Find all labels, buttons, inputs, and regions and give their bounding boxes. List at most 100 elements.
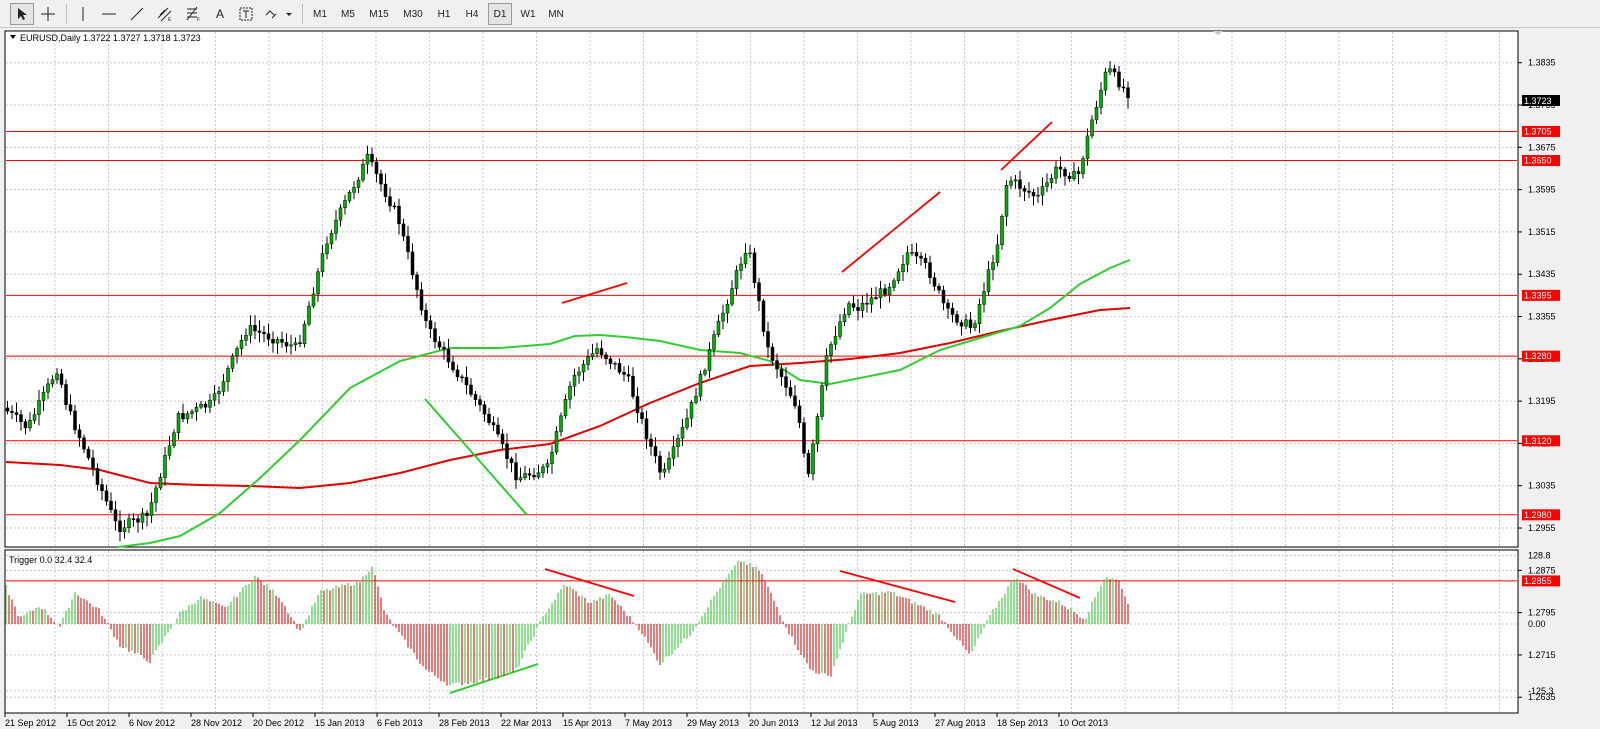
- trendline-annotation[interactable]: [424, 398, 528, 516]
- candle-bearish: [109, 500, 113, 511]
- candle-bearish: [874, 297, 878, 299]
- text-button[interactable]: A: [210, 3, 230, 25]
- candle-bearish: [1018, 179, 1022, 189]
- candle-bullish: [208, 399, 212, 408]
- svg-text:F: F: [197, 17, 200, 22]
- trendline-button[interactable]: [126, 3, 148, 25]
- trendline-annotation[interactable]: [1012, 568, 1081, 599]
- candle-bearish: [1067, 175, 1072, 179]
- trend-annotations[interactable]: [424, 121, 1081, 694]
- candle-bearish: [793, 395, 797, 407]
- level-price-label: 1.2980: [1524, 510, 1552, 520]
- date-tick-label: 28 Feb 2013: [439, 718, 490, 728]
- candle-bullish: [743, 253, 748, 265]
- timeframe-mn-button[interactable]: MN: [548, 8, 564, 20]
- candle-bullish: [302, 323, 307, 344]
- candle-bearish: [64, 384, 68, 405]
- candle-bearish: [482, 404, 487, 415]
- crosshair-button[interactable]: [36, 3, 60, 25]
- horizontal-line-button[interactable]: [98, 3, 120, 25]
- candle-bearish: [527, 473, 532, 476]
- candle-bullish: [572, 374, 577, 387]
- candle-bearish: [397, 205, 401, 225]
- candle-bullish: [55, 373, 59, 380]
- candle-bearish: [509, 458, 514, 463]
- timeframe-m15-button[interactable]: M15: [369, 8, 389, 20]
- trendline-annotation[interactable]: [839, 570, 956, 603]
- timeframe-w1-button[interactable]: W1: [520, 8, 536, 20]
- candle-bullish: [905, 252, 910, 265]
- candle-bearish: [464, 376, 469, 386]
- timeframe-h1-button[interactable]: H1: [437, 8, 451, 20]
- candle-bullish: [325, 243, 329, 254]
- arrows-button[interactable]: [262, 3, 294, 25]
- candle-bullish: [1099, 89, 1103, 108]
- candle-bullish: [977, 304, 982, 324]
- candle-bearish: [95, 468, 100, 485]
- date-tick-label: 6 Nov 2012: [129, 718, 175, 728]
- trendline-annotation[interactable]: [561, 282, 628, 304]
- indicator-label: Trigger 0.0 32.4 32.4: [9, 555, 92, 565]
- trendline-annotation[interactable]: [544, 568, 635, 597]
- candle-bearish: [599, 348, 604, 356]
- candle-bullish: [554, 431, 559, 453]
- trendline-annotation[interactable]: [449, 663, 539, 694]
- candle-bullish: [343, 200, 347, 209]
- candle-bullish: [986, 269, 991, 292]
- candle-bullish: [311, 293, 316, 307]
- level-price-label: 1.3395: [1524, 290, 1552, 300]
- candle-bearish: [856, 307, 860, 311]
- collapse-triangle-icon[interactable]: [10, 35, 16, 39]
- candle-bearish: [1027, 190, 1031, 193]
- candle-bearish: [775, 360, 779, 370]
- date-tick-label: 21 Sep 2012: [5, 718, 56, 728]
- date-tick-label: 20 Jun 2013: [749, 718, 799, 728]
- candle-bullish: [32, 414, 37, 421]
- candle-bearish: [136, 518, 140, 523]
- horizontal-line-icon: [102, 13, 116, 15]
- chart-shift-marker-icon[interactable]: [1213, 31, 1223, 35]
- candle-bullish: [1045, 182, 1049, 187]
- toolbar-separator: [302, 4, 303, 24]
- candle-bullish: [235, 348, 239, 357]
- cursor-button[interactable]: [10, 3, 34, 25]
- price-chart[interactable]: 1.38351.37551.36751.35951.35151.34351.33…: [0, 28, 1600, 729]
- timeframe-m1-button[interactable]: M1: [313, 8, 327, 20]
- candle-bullish: [892, 280, 896, 288]
- fibonacci-button[interactable]: F: [182, 3, 204, 25]
- candle-bearish: [532, 475, 536, 478]
- candle-bullish: [46, 383, 50, 393]
- candle-bullish: [338, 207, 343, 221]
- timeframe-m30-button[interactable]: M30: [403, 8, 423, 20]
- candle-bearish: [865, 302, 869, 305]
- candle-bearish: [428, 320, 433, 329]
- candle-bullish: [748, 252, 752, 255]
- candle-bullish: [127, 518, 131, 528]
- text-icon: A: [215, 7, 224, 21]
- candle-bearish: [91, 457, 95, 469]
- timeframe-m5-button[interactable]: M5: [341, 8, 355, 20]
- candle-bearish: [113, 509, 118, 522]
- trendline-annotation[interactable]: [1000, 121, 1053, 171]
- candle-bullish: [334, 219, 338, 234]
- candle-bullish: [721, 312, 725, 322]
- candle-bullish: [194, 406, 199, 412]
- candle-bearish: [68, 404, 73, 412]
- candle-bearish: [635, 396, 640, 413]
- candle-bullish: [581, 364, 586, 373]
- candle-bullish: [973, 323, 977, 328]
- price-tick-label: 1.3675: [1528, 142, 1556, 152]
- level-price-label: 1.2855: [1524, 576, 1552, 586]
- candle-bullish: [869, 297, 874, 305]
- candle-bearish: [5, 407, 10, 412]
- timeframe-d1-button[interactable]: D1: [488, 3, 512, 25]
- candle-bullish: [541, 466, 545, 474]
- candle-bullish: [680, 427, 685, 439]
- timeframe-h4-button[interactable]: H4: [465, 8, 479, 20]
- vertical-line-button[interactable]: [72, 3, 94, 25]
- equidistant-channel-button[interactable]: E: [154, 3, 176, 25]
- text-label-button[interactable]: [236, 3, 256, 25]
- candle-bullish: [568, 385, 572, 400]
- trendline-annotation[interactable]: [841, 191, 941, 273]
- candle-bullish: [329, 233, 334, 245]
